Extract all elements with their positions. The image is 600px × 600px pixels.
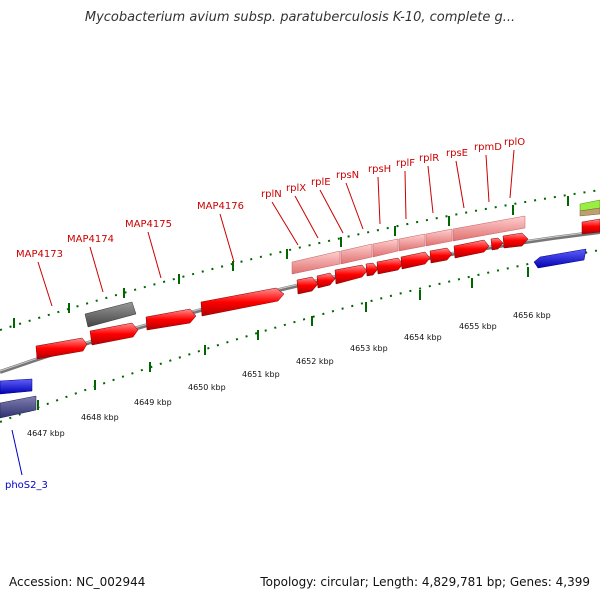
gene-label-map4173: MAP4173	[16, 249, 63, 260]
scale-label: 4647 kbp	[27, 429, 65, 438]
scale-label: 4648 kbp	[81, 413, 119, 422]
gene-label-phoS2-3: phoS2_3	[5, 480, 48, 491]
gene-feature-blue[interactable]	[0, 378, 33, 395]
gene-arrow-rpsN[interactable]	[365, 262, 379, 277]
gene-label-rplR: rplR	[419, 153, 439, 164]
genome-backbone	[0, 230, 600, 374]
map-title: Mycobacterium avium subsp. paratuberculo…	[84, 10, 516, 25]
gene-arrow-map4174[interactable]	[89, 322, 139, 346]
gene-arrow-rplN[interactable]	[296, 276, 319, 295]
scale-label: 4656 kbp	[513, 311, 551, 320]
gene-label-leaders	[37, 149, 515, 307]
gene-feature-green-right[interactable]	[579, 199, 600, 212]
gene-label-rpsE: rpsE	[446, 148, 468, 159]
gene-arrow-map4175[interactable]	[145, 308, 197, 331]
gene-label-rpsH: rpsH	[368, 164, 391, 175]
gene-arrow-map4173[interactable]	[35, 337, 88, 360]
summary-text: Topology: circular; Length: 4,829,781 bp…	[260, 575, 590, 589]
gene-feature-grey[interactable]	[84, 301, 137, 328]
gene-block-ribosomal-pink[interactable]	[291, 215, 526, 275]
gene-label-rplX: rplX	[286, 183, 306, 194]
gene-label-rpsN: rpsN	[336, 170, 359, 181]
scale-label: 4651 kbp	[242, 370, 280, 379]
gene-arrow-rplF[interactable]	[400, 251, 431, 270]
scale-major-ticks	[37, 267, 529, 410]
scale-label: 4653 kbp	[350, 344, 388, 353]
scale-label: 4652 kbp	[296, 357, 334, 366]
tick-track-outer	[0, 189, 600, 331]
gene-label-rplN: rplN	[261, 189, 282, 200]
scale-label: 4650 kbp	[188, 383, 226, 392]
gene-arrow-rpsH[interactable]	[376, 257, 404, 275]
gene-feature-blue-right[interactable]	[533, 248, 587, 269]
tick-track-inner	[0, 249, 600, 423]
accession-text: Accession: NC_002944	[9, 575, 146, 589]
gene-feature-red-right[interactable]	[581, 218, 600, 235]
gene-arrow-rplE[interactable]	[334, 264, 368, 285]
gene-arrow-rplR[interactable]	[429, 247, 453, 264]
scale-label: 4649 kbp	[134, 398, 172, 407]
scale-label: 4654 kbp	[404, 333, 442, 342]
gene-feature-tan-right[interactable]	[579, 207, 600, 217]
gene-label-map4174: MAP4174	[67, 234, 114, 245]
outer-major-ticks	[13, 196, 569, 328]
gene-label-map4175: MAP4175	[125, 219, 172, 230]
gene-label-rplF: rplF	[396, 158, 415, 169]
gene-label-rplE: rplE	[311, 177, 331, 188]
gene-feature-navy[interactable]	[0, 395, 37, 419]
gene-label-leader	[11, 429, 23, 476]
gene-arrow-rplX[interactable]	[316, 272, 336, 289]
gene-arrow-rplO[interactable]	[502, 232, 529, 249]
gene-label-rpmD: rpmD	[474, 142, 502, 153]
gene-arrow-rpmD[interactable]	[490, 237, 504, 251]
scale-label: 4655 kbp	[459, 322, 497, 331]
gene-arrow-map4176[interactable]	[200, 287, 285, 317]
gene-label-rplO: rplO	[504, 137, 525, 148]
gene-arrow-rpsE[interactable]	[453, 239, 490, 259]
genome-backbone-highlight	[0, 230, 600, 372]
gene-label-map4176: MAP4176	[197, 201, 244, 212]
